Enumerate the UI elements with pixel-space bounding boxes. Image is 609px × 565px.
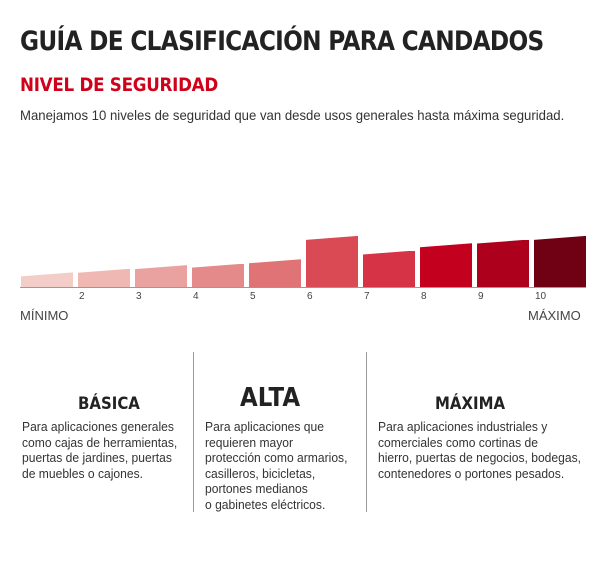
category-text-basica: Para aplicaciones generales como cajas d… [22, 419, 177, 481]
category-title-alta: ALTA [240, 383, 301, 413]
section-subtitle: NIVEL DE SEGURIDAD [20, 74, 218, 96]
text-line: contenedores o portones pesados. [378, 465, 565, 481]
category-title-basica: BÁSICA [78, 394, 140, 414]
min-label: MÍNIMO [20, 308, 69, 323]
tick-label-4: 4 [193, 291, 199, 302]
tick-label-5: 5 [250, 291, 256, 302]
page-title: GUÍA DE CLASIFICACIÓN PARA CANDADOS [20, 26, 544, 57]
text-line: comerciales como cortinas de [378, 434, 538, 450]
bar-level-4 [192, 263, 244, 287]
tick-label-8: 8 [421, 291, 427, 302]
text-line: como cajas de herramientas, [22, 434, 178, 450]
bar-level-8 [420, 243, 472, 287]
bar-level-5 [249, 259, 301, 287]
tick-label-7: 7 [364, 291, 370, 302]
text-line: puertas de jardines, puertas [22, 450, 172, 465]
text-line: protección como armarios, [205, 450, 348, 465]
column-divider-1 [193, 352, 194, 512]
category-text-maxima: Para aplicaciones industriales y comerci… [378, 419, 581, 481]
text-line: requieren mayor [205, 434, 294, 450]
text-line: Para aplicaciones generales [22, 419, 174, 434]
category-text-alta: Para aplicaciones que requieren mayor pr… [205, 419, 347, 512]
bar-level-9 [477, 239, 529, 287]
security-level-chart: MÍNIMO MÁXIMO 2 3 4 5 6 7 8 9 10 [20, 235, 586, 323]
bar-level-10 [534, 235, 586, 287]
tick-label-2: 2 [79, 291, 85, 302]
text-line: casilleros, bicicletas, [205, 465, 316, 481]
text-line: Para aplicaciones industriales y [378, 419, 548, 434]
bar-level-7 [363, 250, 415, 287]
intro-text: Manejamos 10 niveles de seguridad que va… [20, 107, 565, 123]
bar-level-1 [21, 272, 73, 287]
bar-level-3 [135, 265, 187, 287]
bar-level-6 [306, 235, 358, 287]
tick-label-6: 6 [307, 291, 313, 302]
text-line: Para aplicaciones que [205, 419, 324, 434]
text-line: hierro, puertas de negocios, bodegas, [378, 450, 581, 465]
text-line: de muebles o cajones. [22, 465, 143, 481]
category-title-maxima: MÁXIMA [435, 394, 506, 414]
bar-level-2 [78, 268, 130, 287]
tick-label-9: 9 [478, 291, 484, 302]
tick-label-3: 3 [136, 291, 142, 302]
column-divider-2 [366, 352, 367, 512]
max-label: MÁXIMO [528, 308, 581, 323]
text-line: portones medianos [205, 481, 308, 496]
chart-baseline [20, 287, 586, 288]
tick-label-10: 10 [535, 291, 547, 302]
text-line: o gabinetes eléctricos. [205, 496, 326, 512]
